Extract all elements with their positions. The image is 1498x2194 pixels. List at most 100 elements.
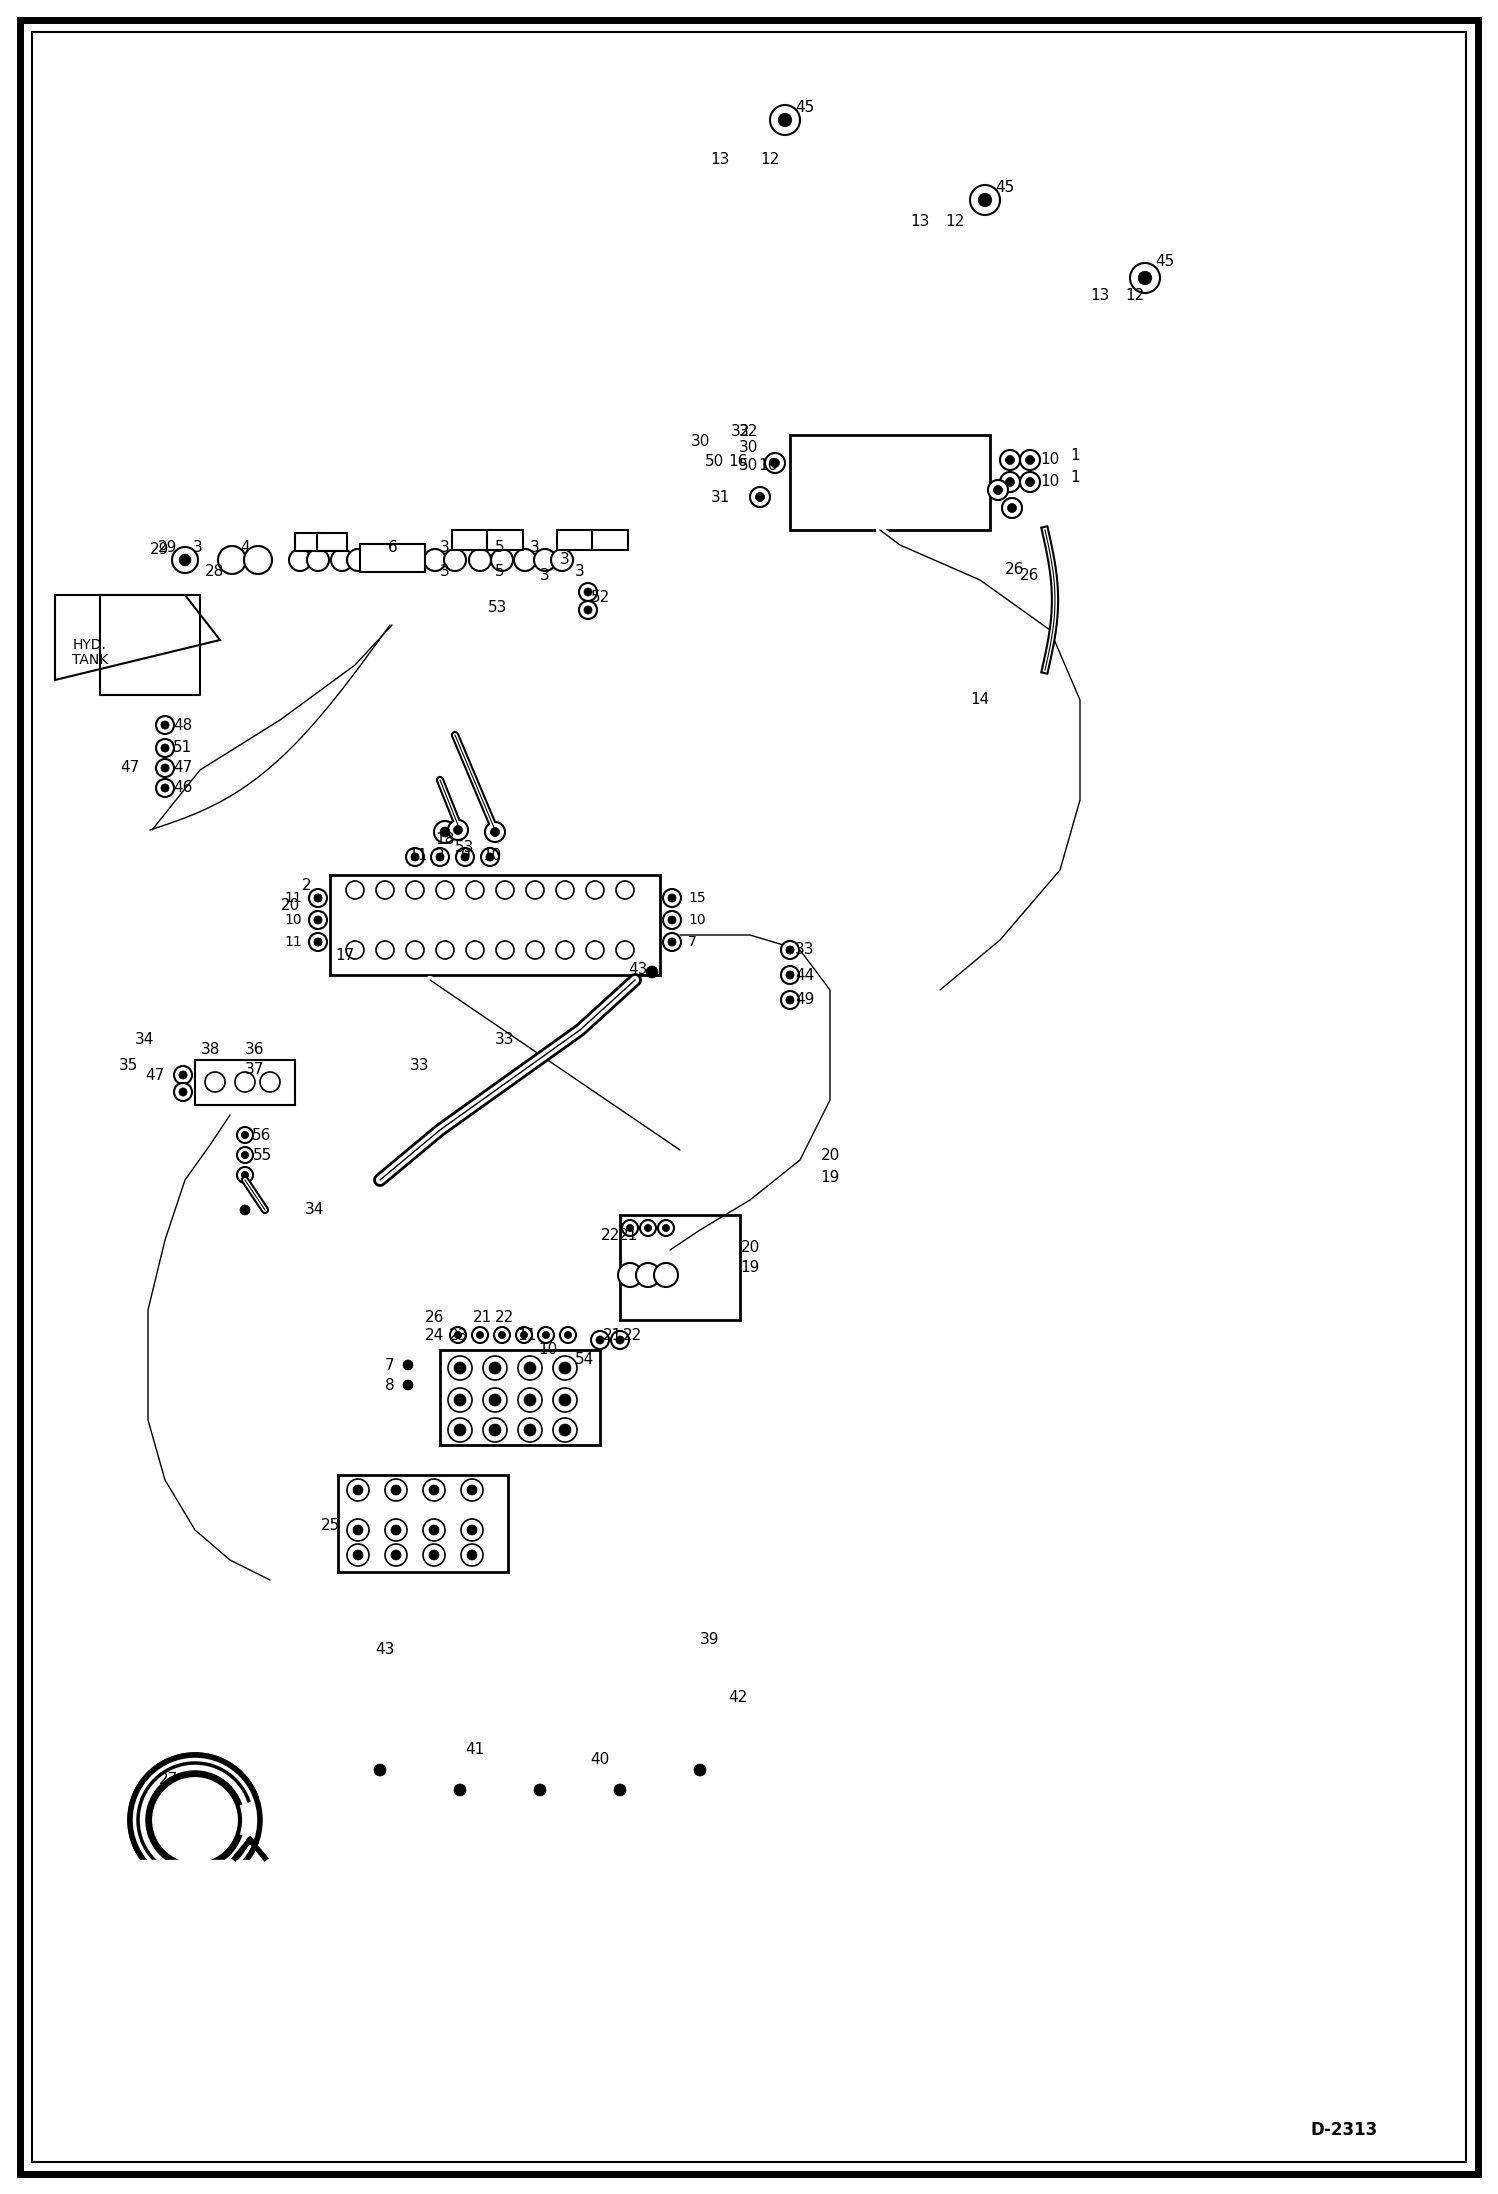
Circle shape — [454, 1784, 466, 1797]
Circle shape — [662, 1224, 670, 1231]
Text: TANK: TANK — [72, 654, 108, 667]
Text: 13: 13 — [1091, 287, 1110, 303]
Text: 10: 10 — [538, 1343, 557, 1358]
Circle shape — [376, 941, 394, 959]
Text: HYD.: HYD. — [73, 638, 106, 652]
Text: 53: 53 — [455, 840, 475, 856]
Circle shape — [454, 1424, 466, 1437]
Text: 3: 3 — [541, 568, 550, 581]
Circle shape — [315, 893, 322, 902]
Circle shape — [481, 849, 499, 867]
Circle shape — [156, 739, 174, 757]
Text: 38: 38 — [201, 1042, 220, 1058]
Circle shape — [391, 1525, 401, 1536]
Circle shape — [779, 114, 792, 127]
Circle shape — [560, 1327, 577, 1343]
Circle shape — [584, 588, 592, 597]
Text: 50: 50 — [739, 459, 758, 472]
Text: 50: 50 — [706, 454, 725, 470]
Circle shape — [538, 1327, 554, 1343]
Circle shape — [466, 941, 484, 959]
Text: 10: 10 — [285, 913, 303, 928]
Circle shape — [514, 548, 536, 570]
Text: 3: 3 — [193, 540, 202, 555]
Text: 3: 3 — [440, 540, 449, 555]
Circle shape — [1001, 450, 1020, 470]
Circle shape — [616, 941, 634, 959]
Text: 45: 45 — [795, 101, 815, 116]
Text: 32: 32 — [731, 423, 749, 439]
Circle shape — [780, 992, 798, 1009]
Text: 26: 26 — [425, 1310, 445, 1325]
Text: 39: 39 — [700, 1632, 719, 1648]
Circle shape — [524, 1393, 536, 1406]
Circle shape — [424, 548, 446, 570]
Text: 8: 8 — [385, 1378, 395, 1393]
Text: 56: 56 — [252, 1128, 271, 1143]
Circle shape — [559, 1393, 571, 1406]
Circle shape — [993, 485, 1002, 494]
Circle shape — [385, 1479, 407, 1501]
Circle shape — [130, 1755, 261, 1885]
Circle shape — [348, 1545, 369, 1567]
Circle shape — [237, 1147, 253, 1163]
Circle shape — [448, 821, 467, 840]
Text: 7: 7 — [688, 935, 697, 950]
Circle shape — [668, 939, 676, 946]
Text: 3: 3 — [530, 540, 539, 555]
Circle shape — [391, 1485, 401, 1494]
Text: 13: 13 — [710, 154, 730, 167]
Circle shape — [309, 932, 327, 950]
Text: 10: 10 — [482, 847, 502, 862]
Circle shape — [348, 1479, 369, 1501]
Circle shape — [611, 1332, 629, 1349]
Circle shape — [241, 1172, 249, 1178]
Circle shape — [485, 853, 494, 860]
Circle shape — [431, 849, 449, 867]
Circle shape — [553, 1389, 577, 1413]
Circle shape — [160, 764, 169, 772]
Text: 21: 21 — [619, 1226, 638, 1242]
Circle shape — [309, 911, 327, 928]
Circle shape — [448, 1417, 472, 1441]
Text: 47: 47 — [120, 761, 139, 774]
Bar — [360, 544, 425, 573]
Text: 10: 10 — [1041, 474, 1059, 489]
Text: 37: 37 — [246, 1062, 265, 1077]
Text: 43: 43 — [376, 1643, 394, 1656]
Circle shape — [436, 941, 454, 959]
Circle shape — [978, 193, 992, 206]
Text: 33: 33 — [410, 1058, 430, 1073]
Circle shape — [449, 1327, 466, 1343]
Text: 12: 12 — [1125, 287, 1144, 303]
Text: 20: 20 — [280, 897, 300, 913]
Circle shape — [622, 1220, 638, 1235]
Circle shape — [354, 1485, 363, 1494]
Text: 5: 5 — [496, 564, 505, 579]
Circle shape — [160, 744, 169, 753]
Bar — [592, 531, 628, 551]
Circle shape — [440, 827, 449, 836]
Circle shape — [174, 1066, 192, 1084]
Circle shape — [348, 548, 369, 570]
Circle shape — [770, 105, 800, 136]
Circle shape — [315, 915, 322, 924]
Circle shape — [664, 911, 682, 928]
Circle shape — [786, 972, 794, 979]
Text: 9: 9 — [461, 847, 470, 862]
Circle shape — [518, 1356, 542, 1380]
Circle shape — [644, 1224, 652, 1231]
Circle shape — [646, 965, 658, 979]
Text: 12: 12 — [761, 154, 779, 167]
Circle shape — [434, 821, 455, 842]
Circle shape — [309, 889, 327, 906]
Circle shape — [551, 548, 574, 570]
Circle shape — [261, 1073, 280, 1093]
Circle shape — [668, 915, 676, 924]
Circle shape — [524, 1424, 536, 1437]
Circle shape — [160, 722, 169, 728]
Text: 52: 52 — [590, 590, 610, 606]
Circle shape — [488, 1424, 500, 1437]
Circle shape — [619, 1264, 643, 1288]
Text: 24: 24 — [425, 1327, 445, 1343]
